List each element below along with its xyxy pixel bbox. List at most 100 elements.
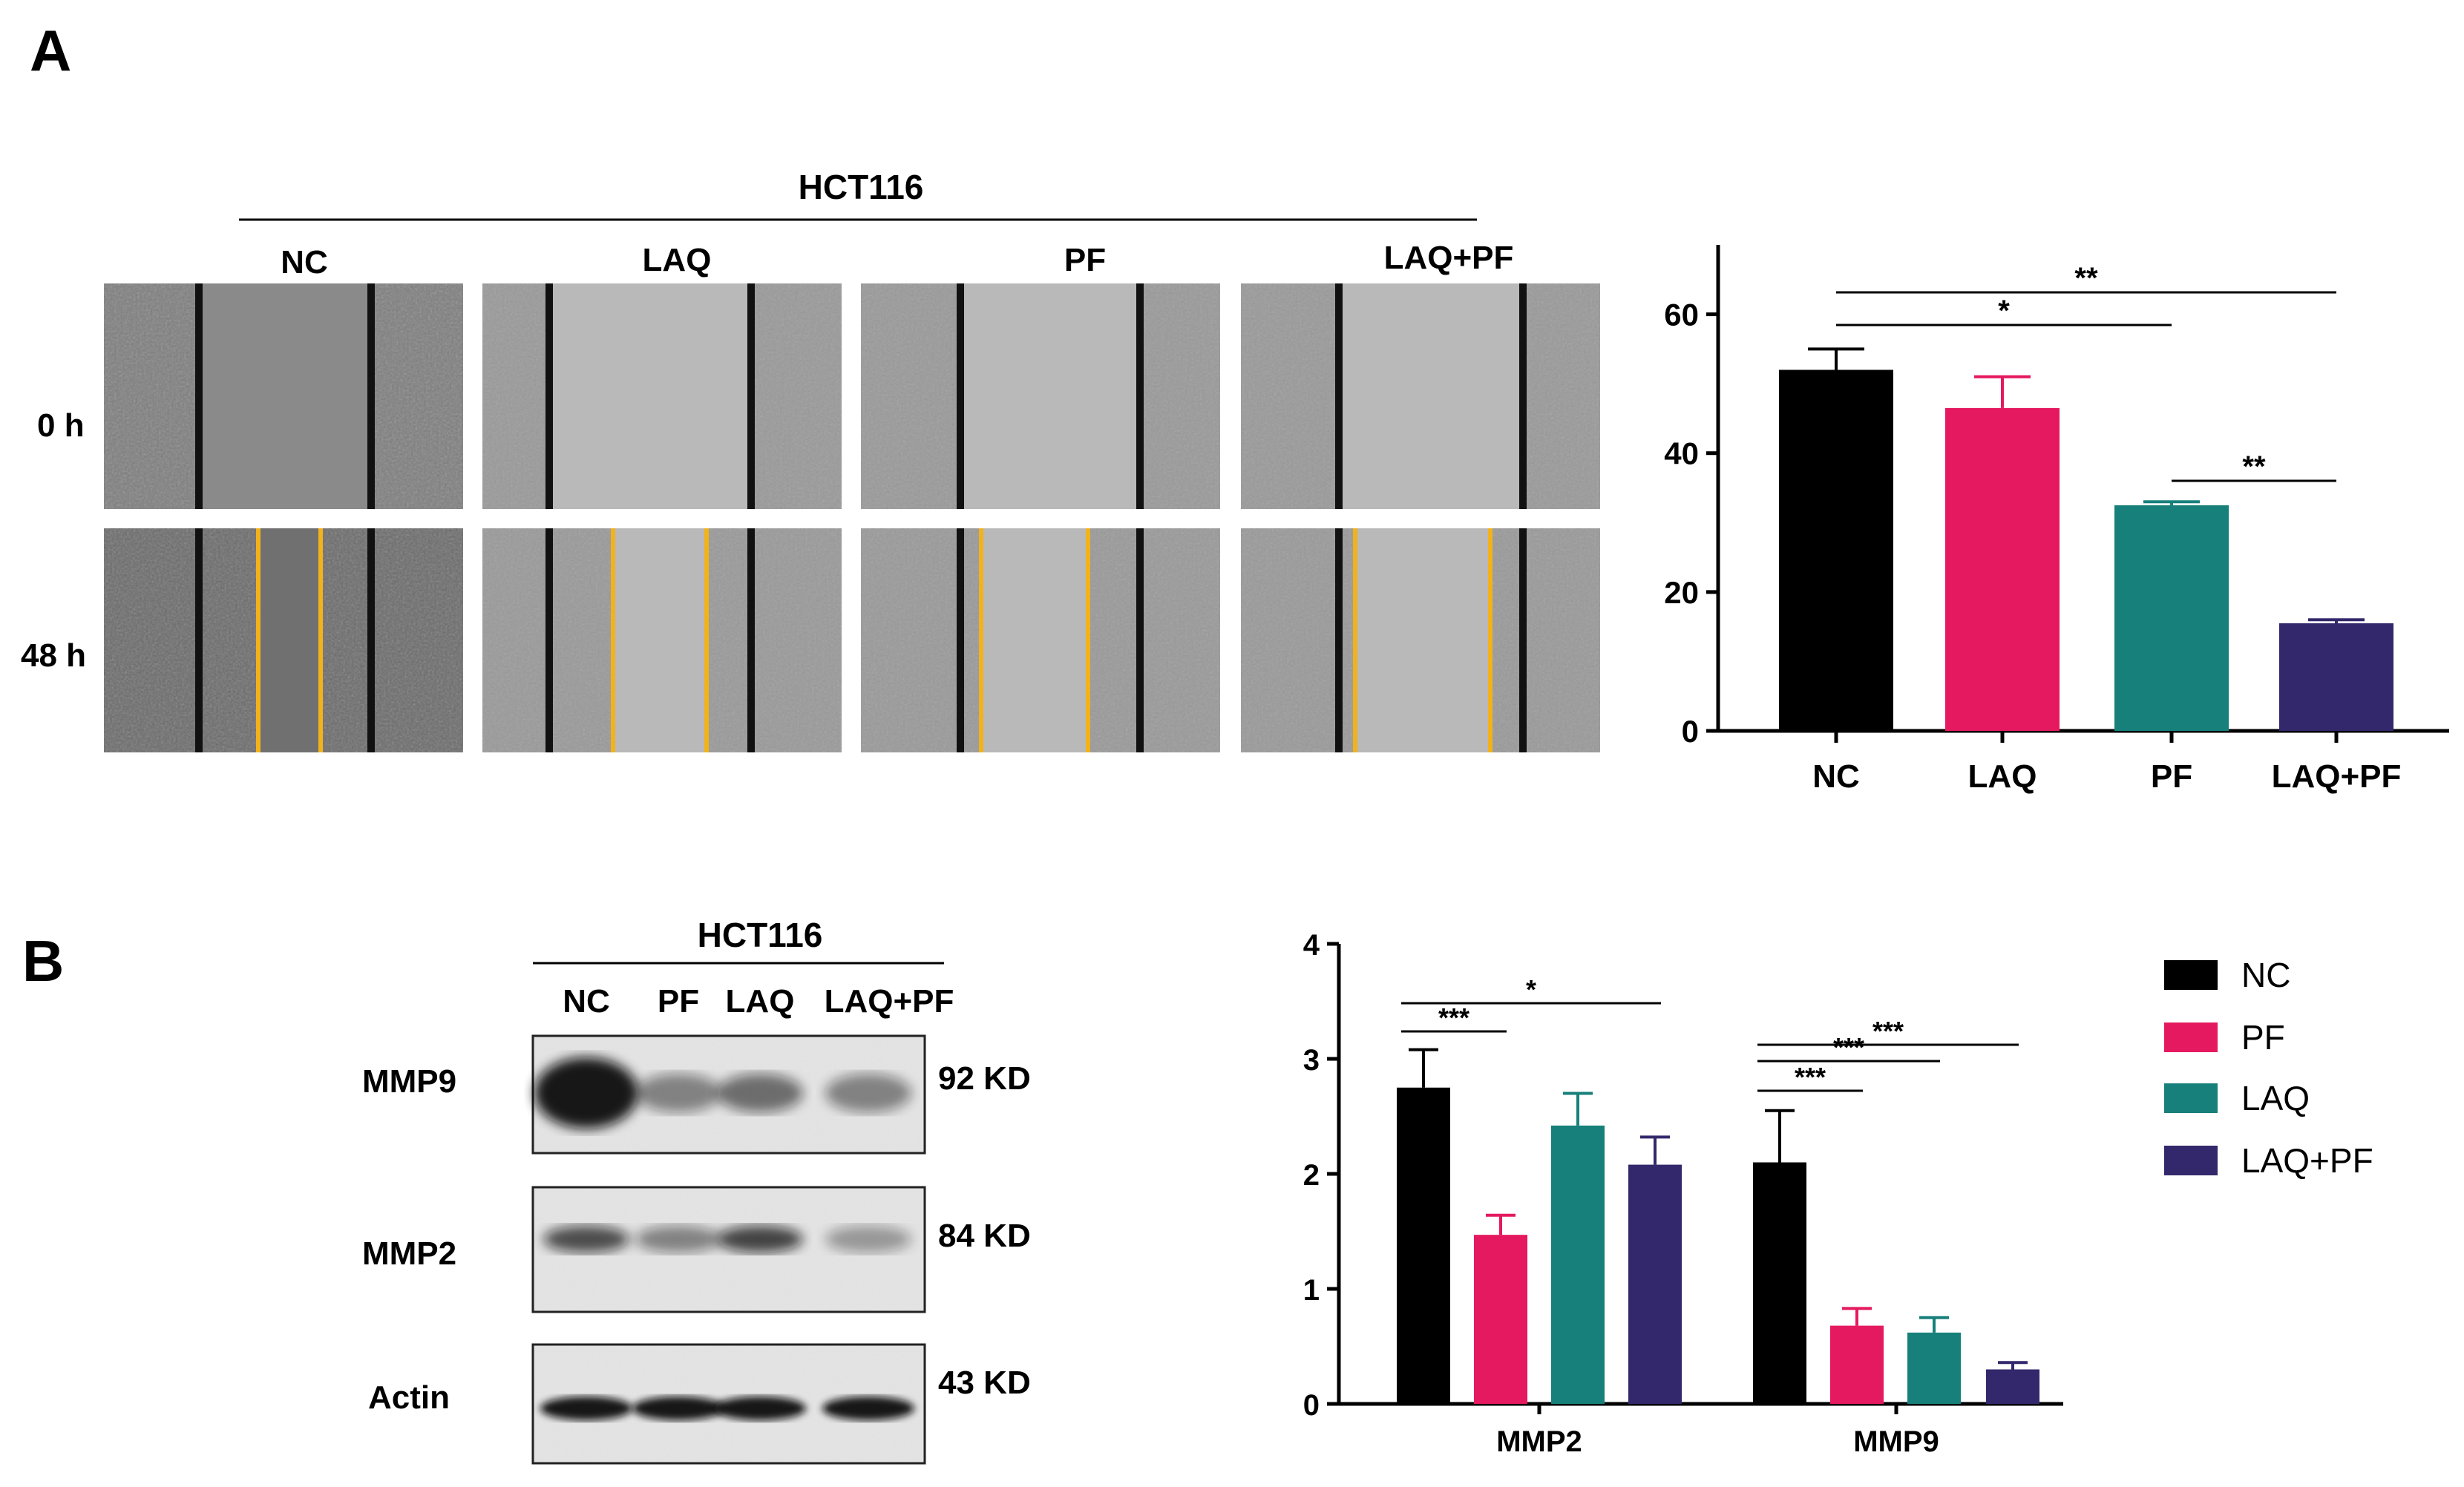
wound-edge-left	[957, 283, 964, 509]
panel-a-cell-line: HCT116	[799, 168, 924, 206]
blot-band	[825, 1074, 911, 1112]
x-tick-label-laq-pf: LAQ+PF	[2272, 758, 2402, 795]
blot-size-actin: 43 KD	[938, 1365, 1031, 1401]
blot-band	[822, 1396, 914, 1420]
bar-mmp2-laq-pf	[1628, 1164, 1682, 1404]
significance-label: ***	[1872, 1016, 1904, 1046]
panel-a-letter: A	[30, 18, 71, 83]
migration-front-right	[1086, 528, 1090, 752]
y-tick-label: 3	[1303, 1044, 1320, 1077]
blot-band	[543, 1226, 629, 1253]
significance-label: **	[2074, 262, 2098, 295]
timepoint-label-0h: 0 h	[37, 407, 85, 444]
blot-band	[714, 1396, 806, 1420]
scratch-area	[981, 528, 1088, 752]
blot-band	[632, 1396, 724, 1420]
legend-label: LAQ+PF	[2241, 1141, 2373, 1180]
bar-laq-pf	[2279, 623, 2393, 731]
significance-label: *	[1998, 295, 2010, 327]
micrograph-laq-pf-0h	[1241, 283, 1600, 509]
migration-front-right	[318, 528, 323, 752]
group-label-laq: LAQ	[643, 242, 712, 278]
migration-front-left	[979, 528, 983, 752]
blot-size-mmp2: 84 KD	[938, 1218, 1031, 1254]
wound-edge-left	[195, 283, 203, 509]
blot-band	[540, 1396, 632, 1420]
y-tick-label: 0	[1303, 1389, 1320, 1422]
timepoint-label-48h: 48 h	[21, 637, 86, 674]
y-tick-label: 60	[1664, 298, 1699, 332]
panel-b-letter: B	[22, 928, 64, 994]
micrograph-pf-0h	[861, 283, 1220, 509]
x-tick-label-pf: PF	[2151, 758, 2192, 795]
scratch-area	[613, 528, 707, 752]
legend-swatch	[2164, 1083, 2218, 1113]
scratch-area	[258, 528, 321, 752]
blot-band	[534, 1057, 638, 1129]
bar-mmp9-laq	[1907, 1332, 1961, 1404]
bar-mmp9-nc	[1753, 1162, 1806, 1404]
x-tick-label-nc: NC	[1812, 758, 1860, 795]
x-tick-label-mmp9: MMP9	[1853, 1425, 1939, 1458]
wound-edge-left	[195, 528, 203, 752]
legend-swatch	[2164, 1022, 2218, 1052]
blot-protein-mmp9: MMP9	[362, 1063, 456, 1100]
micrograph-nc-48h	[104, 528, 463, 752]
bar-mmp2-laq	[1551, 1125, 1605, 1404]
micrograph-laq-48h	[482, 528, 842, 752]
migration-front-left	[256, 528, 261, 752]
bar-mmp2-pf	[1474, 1235, 1527, 1404]
scratch-area	[1339, 283, 1523, 509]
panel-b-cell-line: HCT116	[698, 916, 823, 954]
wound-edge-right	[1519, 283, 1527, 509]
wound-healing-micrographs	[104, 283, 1600, 752]
migration-front-right	[704, 528, 709, 752]
migration-front-right	[1488, 528, 1493, 752]
legend-item-pf: PF	[2164, 1018, 2285, 1057]
blot-band	[717, 1074, 803, 1112]
legend-item-laq-pf: LAQ+PF	[2164, 1141, 2373, 1180]
significance-label: *	[1526, 974, 1536, 1005]
significance-label: ***	[1833, 1032, 1864, 1063]
significance-label: ***	[1795, 1062, 1826, 1092]
micrograph-nc-0h	[104, 283, 463, 509]
wound-edge-right	[747, 283, 755, 509]
group-label-laq-pf: LAQ+PF	[1384, 240, 1514, 276]
lane-label-laq: LAQ	[726, 983, 795, 1020]
wound-edge-right	[747, 528, 755, 752]
wound-edge-right	[1136, 283, 1144, 509]
micrograph-laq-0h	[482, 283, 842, 509]
wound-edge-left	[957, 528, 964, 752]
y-tick-label: 0	[1682, 714, 1699, 749]
bar-laq	[1945, 407, 2060, 731]
blot-band	[825, 1226, 911, 1253]
group-label-pf: PF	[1064, 242, 1106, 278]
x-tick-label-mmp2: MMP2	[1496, 1425, 1582, 1458]
chart-b-legend: NC PF LAQ LAQ+PF	[2164, 956, 2373, 1180]
bar-mmp9-pf	[1830, 1325, 1884, 1404]
legend-label: LAQ	[2241, 1079, 2310, 1117]
wound-edge-right	[1136, 528, 1144, 752]
lane-label-nc: NC	[563, 983, 610, 1020]
y-tick-label: 40	[1664, 436, 1699, 471]
legend-swatch	[2164, 960, 2218, 990]
blot-band	[635, 1226, 721, 1253]
blot-mmp9	[531, 1034, 926, 1155]
y-tick-label: 2	[1303, 1159, 1320, 1192]
wound-edge-right	[367, 528, 375, 752]
migration-front-left	[1353, 528, 1357, 752]
bar-mmp9-laq-pf	[1986, 1369, 2039, 1404]
micrograph-laq-pf-48h	[1241, 528, 1600, 752]
blot-protein-actin: Actin	[368, 1379, 450, 1416]
legend-item-laq: LAQ	[2164, 1079, 2310, 1117]
scratch-area	[549, 283, 751, 509]
blot-band	[635, 1074, 721, 1112]
blot-protein-mmp2: MMP2	[362, 1235, 456, 1272]
legend-item-nc: NC	[2164, 956, 2290, 994]
y-tick-label: 20	[1664, 575, 1699, 610]
legend-label: NC	[2241, 956, 2290, 994]
legend-label: PF	[2241, 1018, 2285, 1057]
scratch-area	[1355, 528, 1490, 752]
